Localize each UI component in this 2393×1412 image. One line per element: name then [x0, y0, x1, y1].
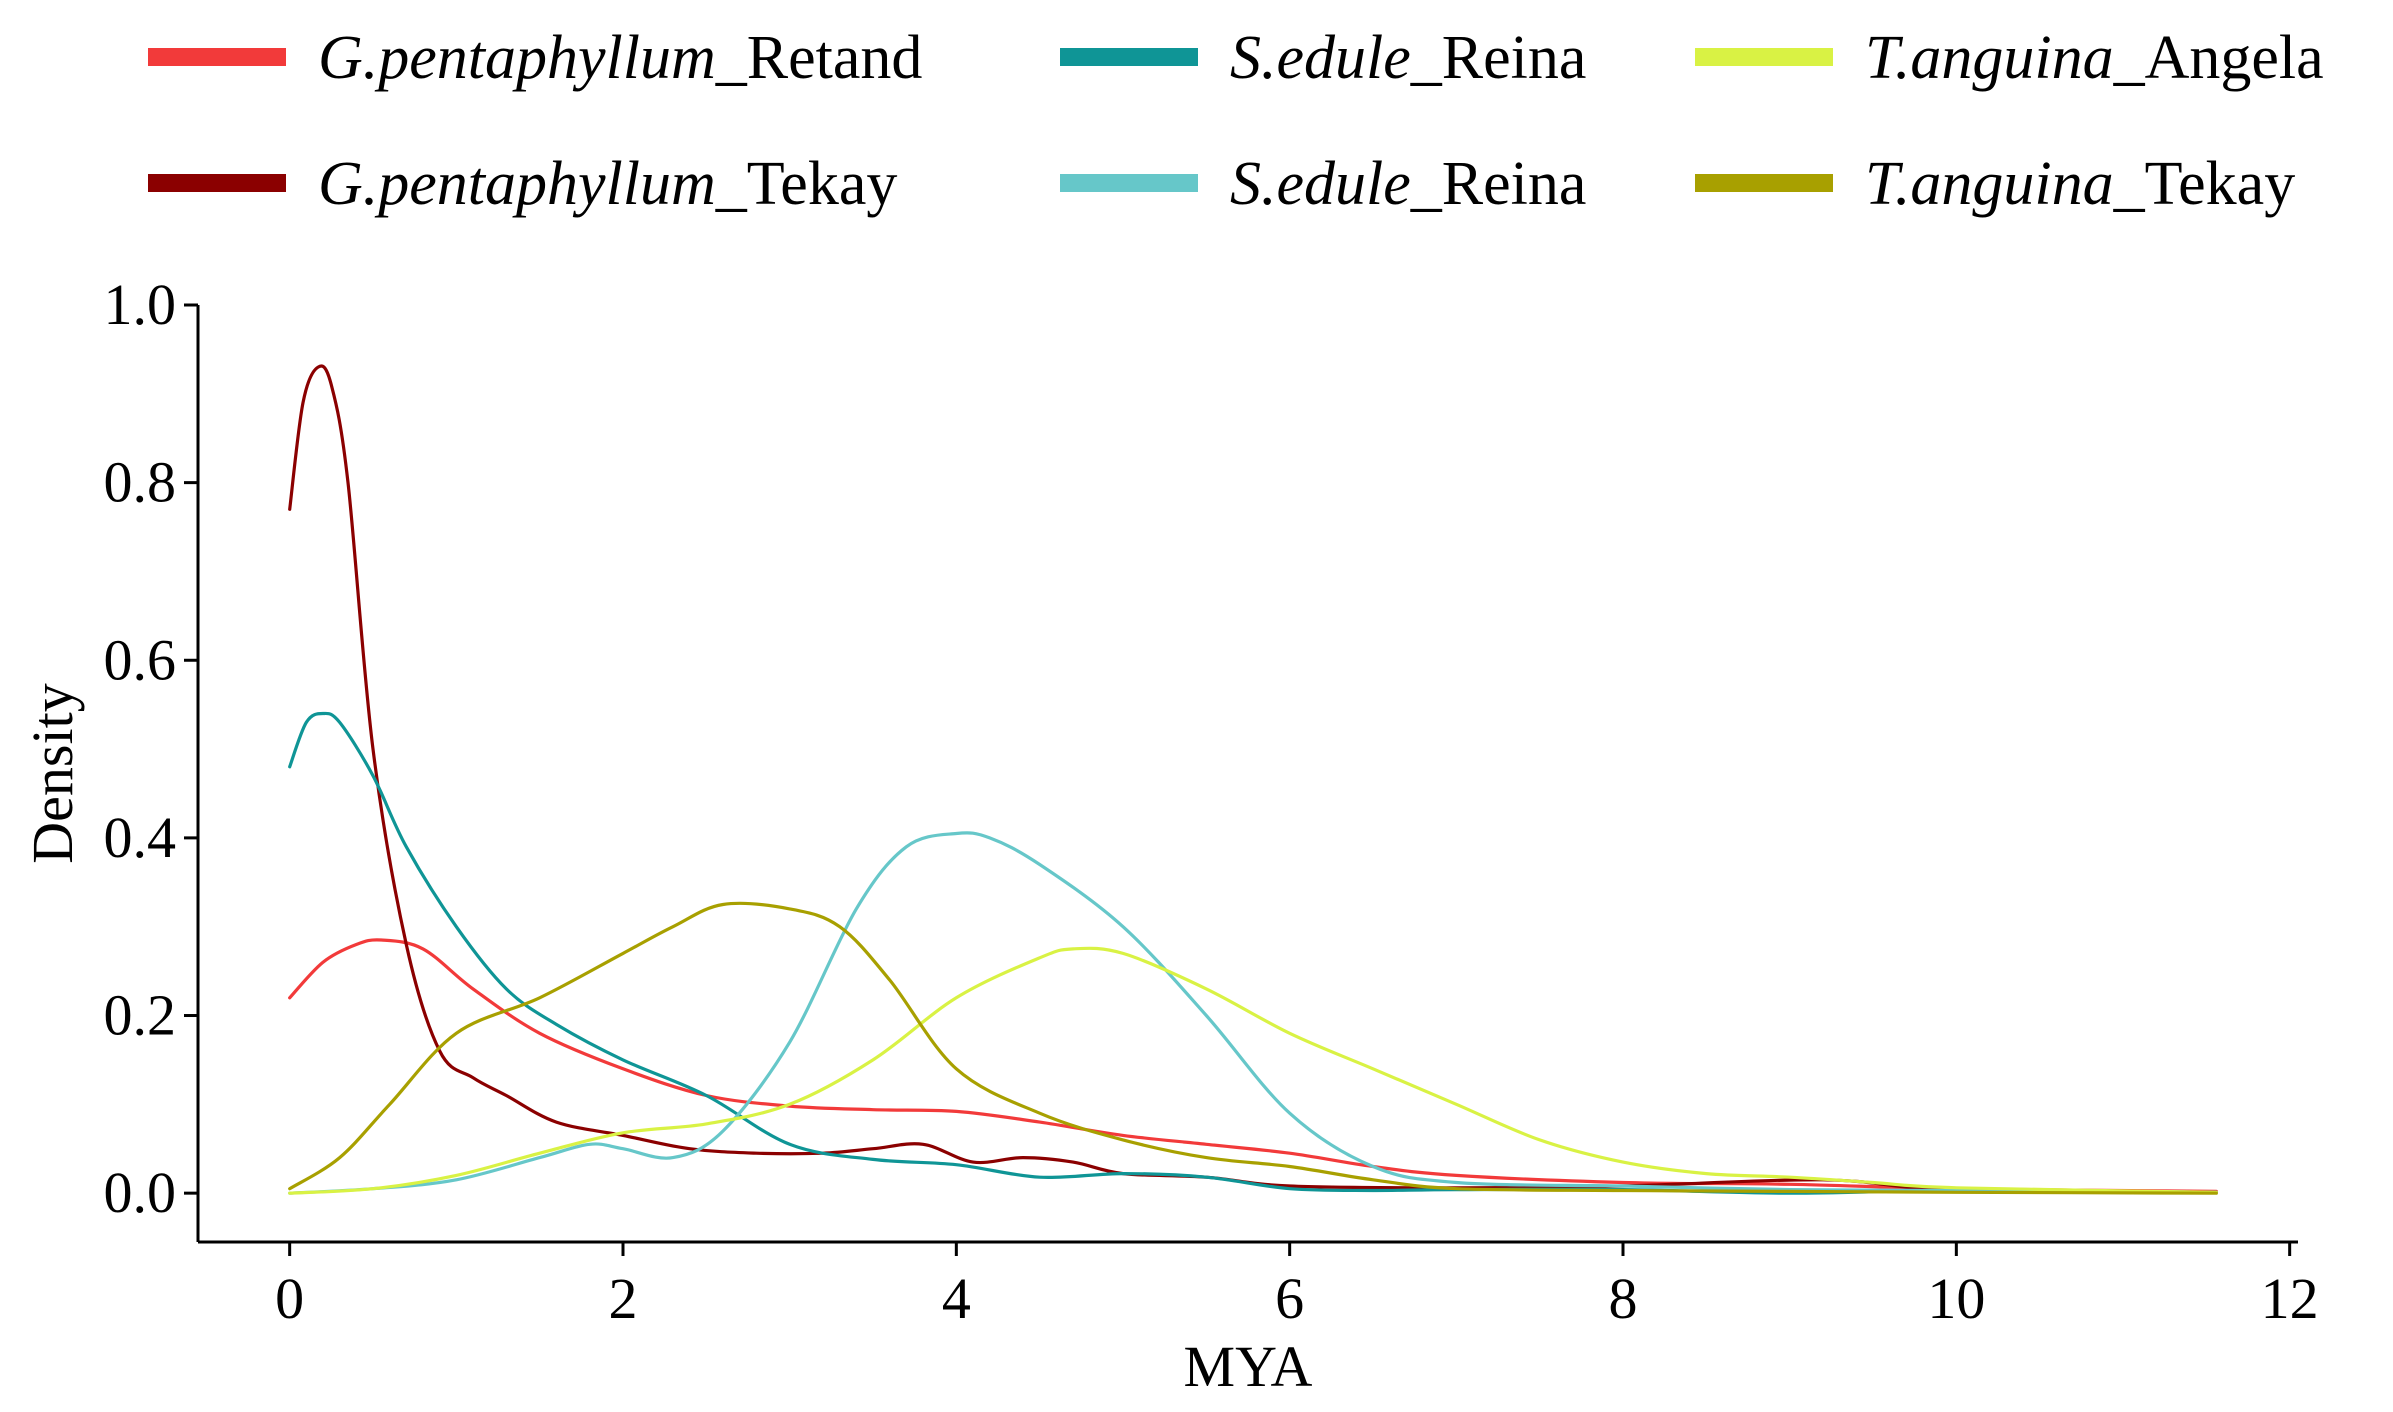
legend-item-t-anguina-angela: T.anguina_Angela [1695, 24, 2324, 92]
x-tick-label: 6 [1275, 1266, 1304, 1331]
legend-item-t-anguina-tekay: T.anguina_Tekay [1695, 150, 2295, 218]
legend-label: T.anguina_Tekay [1865, 150, 2295, 218]
y-tick-label: 0.0 [104, 1160, 177, 1225]
series-layer [288, 364, 2218, 1195]
x-axis-title: MYA [1184, 1334, 1313, 1399]
x-tick-label: 10 [1927, 1266, 1985, 1331]
x-tick-label: 12 [2261, 1266, 2319, 1331]
y-tick-label: 0.4 [104, 805, 177, 870]
legend-label: G.pentaphyllum_Tekay [318, 150, 897, 218]
y-tick-label: 0.6 [104, 627, 177, 692]
legend-swatch [148, 48, 286, 66]
legend-swatch [1695, 48, 1833, 66]
legend-label: S.edule_Reina [1230, 150, 1586, 218]
legend-item-s-edule-reina-2: S.edule_Reina [1060, 150, 1586, 218]
y-tick-label: 1.0 [104, 272, 177, 337]
legend-swatch [148, 174, 286, 192]
x-tick-label: 8 [1609, 1266, 1638, 1331]
y-axis-title: Density [20, 683, 85, 863]
x-tick-label: 0 [275, 1266, 304, 1331]
legend-label: G.pentaphyllum_Retand [318, 24, 922, 92]
legend-item-g-pentaphyllum-tekay: G.pentaphyllum_Tekay [148, 150, 897, 218]
legend-swatch [1695, 174, 1833, 192]
x-tick-label: 4 [942, 1266, 971, 1331]
legend-item-s-edule-reina: S.edule_Reina [1060, 24, 1586, 92]
legend-label: S.edule_Reina [1230, 24, 1586, 92]
legend: G.pentaphyllum_Retand S.edule_Reina T.angu… [148, 24, 2324, 218]
y-ticks: 0.0 0.2 0.4 0.6 0.8 1.0 [104, 272, 198, 1225]
series-line-s-edule-reina-2 [288, 831, 2218, 1195]
y-tick-label: 0.2 [104, 983, 177, 1048]
x-ticks: 0 2 4 6 8 10 12 [275, 1242, 2319, 1331]
y-tick-label: 0.8 [104, 450, 177, 515]
series-line-s-edule-reina [288, 711, 2218, 1195]
series-line-t-anguina-tekay [288, 901, 2218, 1195]
legend-swatch [1060, 48, 1198, 66]
legend-label: T.anguina_Angela [1865, 24, 2324, 92]
legend-item-g-pentaphyllum-retand: G.pentaphyllum_Retand [148, 24, 922, 92]
axes: 0.0 0.2 0.4 0.6 0.8 1.0 0 2 4 6 8 10 12 MYA Density [20, 272, 2319, 1399]
series-line-g-pentaphyllum-tekay [288, 364, 2218, 1194]
legend-swatch [1060, 174, 1198, 192]
series-line-t-anguina-angela [288, 946, 2218, 1195]
x-tick-label: 2 [609, 1266, 638, 1331]
